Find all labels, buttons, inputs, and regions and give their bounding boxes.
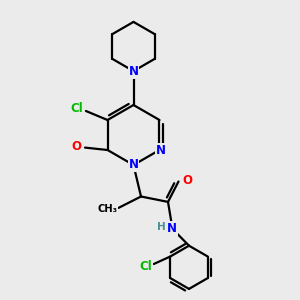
Text: O: O (72, 140, 82, 154)
Text: N: N (167, 222, 177, 236)
Text: N: N (128, 158, 139, 172)
Text: Cl: Cl (70, 102, 83, 115)
Text: N: N (156, 143, 166, 157)
Text: Cl: Cl (139, 260, 152, 273)
Text: O: O (182, 173, 192, 187)
Text: H: H (157, 222, 166, 233)
Text: CH₃: CH₃ (97, 204, 117, 214)
Text: N: N (128, 64, 139, 78)
